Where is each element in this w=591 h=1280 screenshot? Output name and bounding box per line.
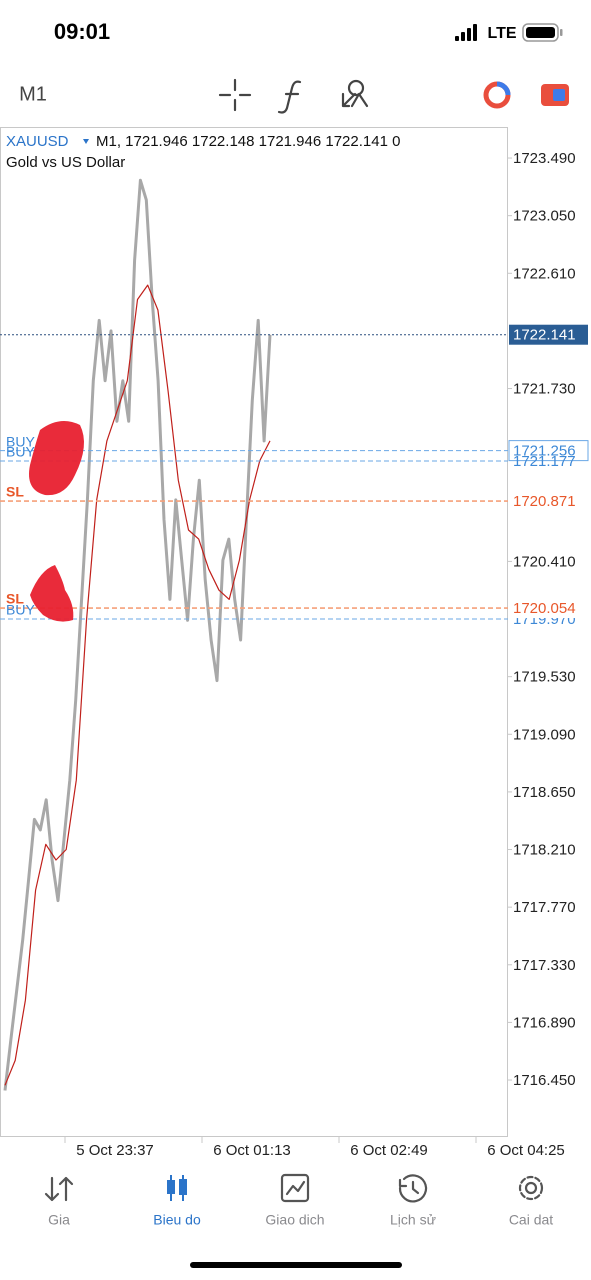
level-label: BUY [6,444,35,460]
price-tag [508,440,589,462]
price-line [3,178,272,1091]
x-tick-label: 6 Oct 04:25 [487,1142,565,1159]
level-label: SL [6,591,24,607]
history-icon [398,1174,428,1203]
y-tick-label: 1718.650 [513,784,576,801]
redaction [29,421,84,622]
timeframe-button[interactable]: M1 [19,83,47,105]
trade-icon [280,1173,310,1203]
price-tag [509,598,588,619]
price-tag-label: 1720.054 [513,600,576,617]
nav-label[interactable]: Bieu do [153,1212,201,1228]
moving-average [4,284,271,1086]
y-tick-label: 1722.610 [513,265,576,282]
status-network: LTE [487,25,516,42]
trade-button[interactable] [541,84,569,106]
y-tick-label: 1716.890 [513,1014,576,1031]
home-indicator [190,1262,402,1268]
nav-label[interactable]: Lịch sử [390,1212,436,1228]
bid-tag [509,324,588,345]
y-tick-label: 1717.770 [513,899,576,916]
signals-button[interactable] [483,81,511,109]
nav-label[interactable]: Gia [48,1212,70,1228]
price-tag-label: 1721.256 [513,443,576,460]
symbol-dropdown[interactable] [83,139,89,144]
x-tick-label: 6 Oct 01:13 [213,1142,291,1159]
level-label: BUY [6,602,35,618]
y-tick-label: 1719.530 [513,669,576,686]
status-time: 09:01 [54,19,110,44]
symbol-description: Gold vs US Dollar [6,154,125,171]
nav-items: Gia Bieu do Giao dich Lịch sử Cai dat [48,1212,553,1228]
objects-button[interactable] [341,79,369,108]
signal-icon [455,24,477,41]
price-tag-label: 1721.177 [513,453,576,470]
level-label: SL [6,484,24,500]
ohlc: M1, 1721.946 1722.148 1721.946 1722.141 … [96,133,400,150]
y-tick-label: 1721.730 [513,381,576,398]
price-tag-label: 1720.871 [513,493,576,510]
battery-icon [522,23,563,42]
x-tick-label: 5 Oct 23:37 [76,1142,154,1159]
symbol[interactable]: XAUUSD [6,133,69,150]
crosshair-button[interactable] [218,78,252,112]
nav-label[interactable]: Cai dat [509,1212,553,1228]
plot [0,157,512,1143]
y-tick-label: 1720.410 [513,553,576,570]
bid-tag-label: 1722.141 [513,327,576,344]
y-tick-label: 1718.210 [513,842,576,859]
chart-frame [0,127,508,1137]
nav-bar [0,1162,591,1280]
indicators-button[interactable] [277,80,302,114]
x-tick-label: 6 Oct 02:49 [350,1142,428,1159]
settings-icon [518,1175,544,1201]
level-label: BUY [6,433,35,449]
y-tick-label: 1723.490 [513,150,576,167]
y-tick-label: 1719.090 [513,726,576,743]
chart-icon [167,1175,187,1201]
quotes-icon [44,1176,74,1202]
y-tick-label: 1723.050 [513,208,576,225]
y-tick-label: 1717.330 [513,957,576,974]
nav-label[interactable]: Giao dich [265,1212,324,1228]
y-tick-label: 1716.450 [513,1072,576,1089]
